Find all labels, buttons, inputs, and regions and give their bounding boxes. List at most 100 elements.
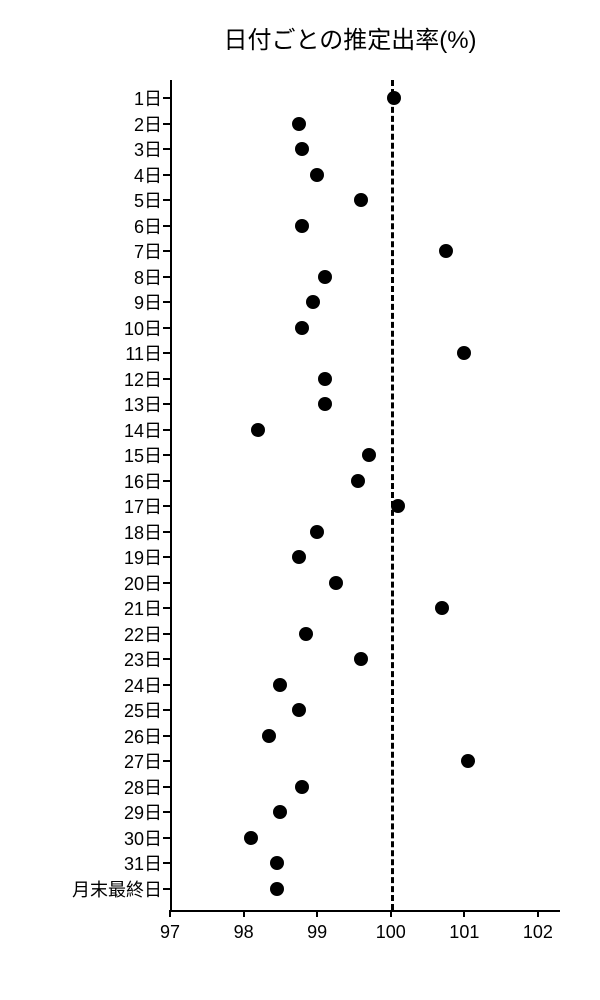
y-tick bbox=[163, 582, 170, 584]
y-tick bbox=[163, 429, 170, 431]
data-point bbox=[318, 372, 332, 386]
y-label: 25日 bbox=[124, 697, 162, 723]
y-label: 29日 bbox=[124, 799, 162, 825]
y-label: 22日 bbox=[124, 621, 162, 647]
y-tick bbox=[163, 531, 170, 533]
data-point bbox=[354, 193, 368, 207]
y-tick bbox=[163, 735, 170, 737]
y-label: 15日 bbox=[124, 442, 162, 468]
data-point bbox=[457, 346, 471, 360]
y-tick bbox=[163, 327, 170, 329]
y-tick bbox=[163, 556, 170, 558]
y-label: 9日 bbox=[134, 289, 162, 315]
y-label: 4日 bbox=[134, 162, 162, 188]
data-point bbox=[362, 448, 376, 462]
y-tick bbox=[163, 97, 170, 99]
data-point bbox=[292, 703, 306, 717]
x-label: 99 bbox=[307, 922, 327, 943]
y-tick bbox=[163, 862, 170, 864]
y-label: 12日 bbox=[124, 366, 162, 392]
y-label: 6日 bbox=[134, 213, 162, 239]
x-tick bbox=[169, 910, 171, 917]
y-tick bbox=[163, 352, 170, 354]
data-point bbox=[270, 856, 284, 870]
y-label: 8日 bbox=[134, 264, 162, 290]
y-label: 24日 bbox=[124, 672, 162, 698]
y-label: 23日 bbox=[124, 646, 162, 672]
y-label: 1日 bbox=[134, 85, 162, 111]
x-axis bbox=[170, 910, 560, 912]
data-point bbox=[273, 805, 287, 819]
y-tick bbox=[163, 888, 170, 890]
data-point bbox=[387, 91, 401, 105]
y-tick bbox=[163, 225, 170, 227]
y-label: 17日 bbox=[124, 493, 162, 519]
x-label: 97 bbox=[160, 922, 180, 943]
y-label: 7日 bbox=[134, 238, 162, 264]
data-point bbox=[351, 474, 365, 488]
y-tick bbox=[163, 378, 170, 380]
y-label: 月末最終日 bbox=[72, 876, 162, 902]
y-label: 27日 bbox=[124, 748, 162, 774]
x-tick bbox=[463, 910, 465, 917]
data-point bbox=[295, 321, 309, 335]
y-tick bbox=[163, 199, 170, 201]
y-tick bbox=[163, 276, 170, 278]
plot-area: 1日2日3日4日5日6日7日8日9日10日11日12日13日14日15日16日1… bbox=[170, 80, 560, 930]
y-tick bbox=[163, 454, 170, 456]
data-point bbox=[292, 550, 306, 564]
data-point bbox=[461, 754, 475, 768]
chart-container: 日付ごとの推定出率(%) 1日2日3日4日5日6日7日8日9日10日11日12日… bbox=[0, 20, 600, 980]
y-tick bbox=[163, 174, 170, 176]
data-point bbox=[251, 423, 265, 437]
y-tick bbox=[163, 148, 170, 150]
y-label: 28日 bbox=[124, 774, 162, 800]
y-label: 11日 bbox=[125, 340, 162, 366]
chart-title: 日付ごとの推定出率(%) bbox=[0, 20, 600, 55]
data-point bbox=[295, 780, 309, 794]
y-label: 21日 bbox=[124, 595, 162, 621]
y-label: 3日 bbox=[134, 136, 162, 162]
y-label: 10日 bbox=[124, 315, 162, 341]
y-tick bbox=[163, 123, 170, 125]
y-tick bbox=[163, 709, 170, 711]
y-tick bbox=[163, 658, 170, 660]
data-point bbox=[310, 168, 324, 182]
data-point bbox=[295, 142, 309, 156]
y-tick bbox=[163, 607, 170, 609]
data-point bbox=[310, 525, 324, 539]
y-label: 13日 bbox=[124, 391, 162, 417]
y-tick bbox=[163, 633, 170, 635]
y-tick bbox=[163, 480, 170, 482]
x-label: 100 bbox=[376, 922, 406, 943]
data-point bbox=[270, 882, 284, 896]
y-label: 16日 bbox=[124, 468, 162, 494]
y-label: 31日 bbox=[124, 850, 162, 876]
data-point bbox=[329, 576, 343, 590]
x-tick bbox=[390, 910, 392, 917]
data-point bbox=[306, 295, 320, 309]
x-label: 101 bbox=[449, 922, 479, 943]
y-tick bbox=[163, 684, 170, 686]
y-label: 14日 bbox=[124, 417, 162, 443]
y-label: 18日 bbox=[124, 519, 162, 545]
y-tick bbox=[163, 250, 170, 252]
data-point bbox=[439, 244, 453, 258]
data-point bbox=[273, 678, 287, 692]
y-label: 19日 bbox=[124, 544, 162, 570]
x-tick bbox=[243, 910, 245, 917]
y-tick bbox=[163, 837, 170, 839]
x-label: 98 bbox=[234, 922, 254, 943]
y-label: 2日 bbox=[134, 111, 162, 137]
y-label: 5日 bbox=[134, 187, 162, 213]
data-point bbox=[292, 117, 306, 131]
data-point bbox=[244, 831, 258, 845]
data-point bbox=[318, 270, 332, 284]
y-label: 26日 bbox=[124, 723, 162, 749]
y-tick bbox=[163, 786, 170, 788]
y-tick bbox=[163, 301, 170, 303]
reference-line bbox=[391, 80, 394, 910]
data-point bbox=[435, 601, 449, 615]
y-tick bbox=[163, 403, 170, 405]
x-tick bbox=[316, 910, 318, 917]
